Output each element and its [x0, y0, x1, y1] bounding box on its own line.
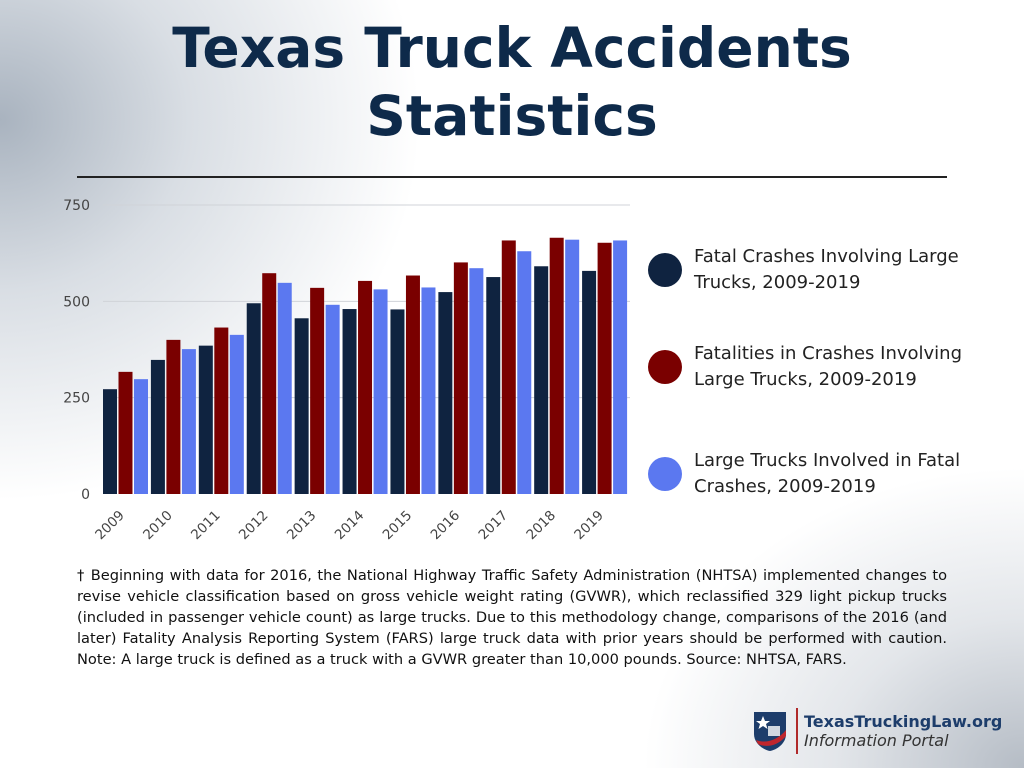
bar-2013-series-1	[294, 318, 309, 494]
y-tick-label: 0	[81, 487, 90, 503]
legend-item-large-trucks: Large Trucks Involved in Fatal Crashes, …	[648, 448, 984, 500]
bar-2012-series-2	[262, 273, 277, 494]
x-tick-label: 2012	[236, 508, 272, 544]
shield-star-truck-icon	[754, 712, 786, 751]
x-tick-label: 2013	[284, 508, 320, 544]
bar-2019-series-3	[613, 240, 628, 494]
bar-2012-series-3	[277, 282, 292, 494]
bar-2009-series-1	[103, 389, 117, 494]
bar-2010-series-2	[166, 339, 181, 494]
bar-2010-series-1	[150, 359, 165, 494]
x-tick-label: 2018	[523, 508, 559, 544]
legend-item-fatalities: Fatalities in Crashes Involving Large Tr…	[648, 341, 984, 393]
bar-2015-series-2	[405, 275, 420, 494]
legend-dot-icon	[648, 457, 682, 491]
bar-2010-series-3	[181, 349, 196, 494]
y-tick-label: 250	[63, 391, 90, 407]
x-tick-label: 2010	[140, 508, 176, 544]
bar-2017-series-2	[501, 240, 516, 494]
bar-2019-series-2	[597, 242, 612, 494]
logo-divider	[796, 708, 798, 754]
title-line-2: Statistics	[366, 84, 658, 148]
x-tick-label: 2019	[571, 508, 607, 544]
page-title: Texas Truck Accidents Statistics	[0, 14, 1024, 150]
logo-name: TexasTruckingLaw.org	[804, 712, 1003, 731]
bar-2009-series-3	[134, 379, 148, 494]
bar-2011-series-1	[198, 345, 213, 494]
logo-subtitle: Information Portal	[804, 731, 949, 750]
bar-2015-series-1	[390, 309, 405, 494]
x-tick-label: 2016	[428, 508, 464, 544]
bar-2017-series-3	[517, 251, 532, 494]
bar-2012-series-1	[246, 303, 261, 494]
bar-2018-series-1	[534, 266, 549, 494]
bar-2016-series-2	[453, 262, 468, 494]
bar-2015-series-3	[421, 287, 436, 494]
logo[interactable]: TexasTruckingLaw.org Information Portal	[752, 708, 1002, 754]
legend-label: Fatalities in Crashes Involving Large Tr…	[694, 343, 963, 390]
bar-2011-series-3	[229, 334, 244, 494]
legend-label: Large Trucks Involved in Fatal Crashes, …	[694, 450, 961, 497]
bar-chart: 0 250 500 750 2009 2010 2011 2012 2013 2014 2015 20…	[63, 198, 630, 544]
y-tick-label: 750	[63, 198, 90, 214]
bar-2014-series-1	[342, 309, 357, 494]
bar-2017-series-1	[486, 277, 501, 494]
y-tick-label: 500	[63, 294, 90, 310]
x-tick-label: 2009	[92, 508, 128, 544]
x-tick-label: 2011	[188, 508, 224, 544]
x-tick-label: 2017	[475, 508, 511, 544]
bar-2018-series-3	[565, 239, 580, 494]
bar-2013-series-2	[310, 287, 325, 494]
title-line-1: Texas Truck Accidents	[172, 16, 852, 80]
bar-2014-series-2	[358, 280, 373, 494]
x-tick-label: 2014	[332, 508, 368, 544]
bar-2013-series-3	[325, 304, 340, 494]
footnote: † Beginning with data for 2016, the Nati…	[77, 567, 947, 668]
bar-2016-series-1	[438, 292, 453, 494]
bar-2009-series-2	[118, 371, 133, 494]
bar-2011-series-2	[214, 327, 229, 494]
bar-2018-series-2	[549, 237, 564, 494]
legend-dot-icon	[648, 253, 682, 287]
x-tick-label: 2015	[380, 508, 416, 544]
bar-2019-series-1	[582, 270, 597, 494]
legend-item-fatal-crashes: Fatal Crashes Involving Large Trucks, 20…	[648, 244, 984, 296]
title-divider	[77, 176, 947, 178]
bar-2016-series-3	[469, 268, 484, 494]
legend-label: Fatal Crashes Involving Large Trucks, 20…	[694, 246, 959, 293]
legend-dot-icon	[648, 350, 682, 384]
bar-2014-series-3	[373, 289, 388, 494]
